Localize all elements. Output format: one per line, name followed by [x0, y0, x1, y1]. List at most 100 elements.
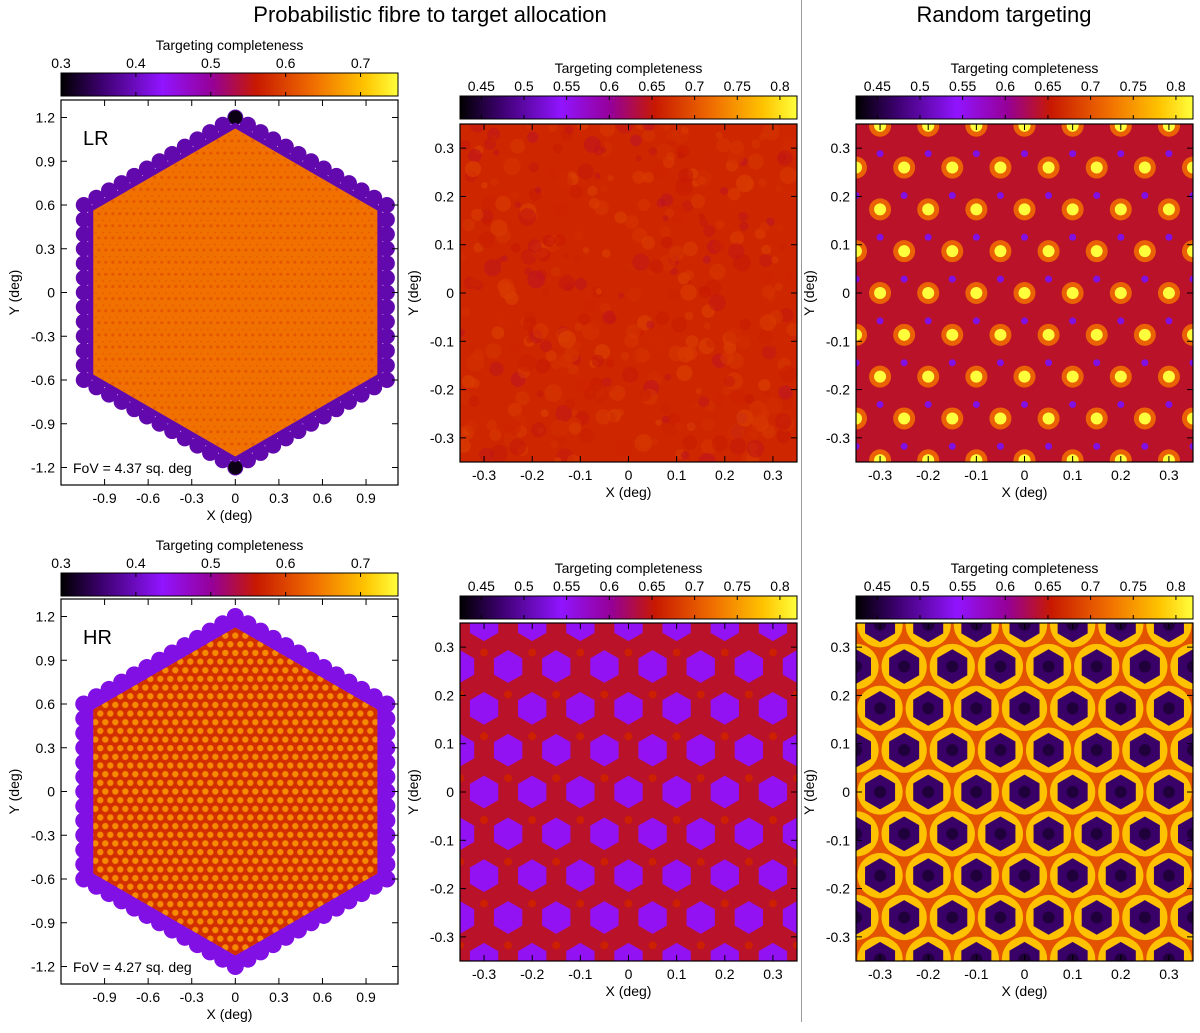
completeness-low-spot [856, 442, 860, 450]
completeness-cell [961, 941, 992, 961]
completeness-core [826, 953, 838, 965]
completeness-peak [874, 370, 887, 383]
completeness-cell [710, 623, 739, 642]
colorbar-tick-label: 0.6 [996, 78, 1016, 94]
colorbar-tick-label: 0.55 [949, 578, 976, 594]
completeness-cell [817, 942, 847, 977]
completeness-cell [518, 775, 547, 809]
x-tick-label: -0.1 [964, 467, 988, 483]
completeness-gap [600, 857, 609, 866]
noise-blob [507, 402, 522, 417]
completeness-gap [528, 732, 537, 741]
field-edge-fibre [378, 724, 396, 742]
completeness-cell [662, 623, 691, 642]
completeness-low-spot [948, 275, 956, 283]
noise-blob [493, 149, 500, 156]
noise-blob [641, 236, 656, 250]
noise-blob [779, 307, 794, 323]
completeness-core [874, 702, 887, 715]
completeness-cell [782, 901, 797, 934]
y-tick-label: 0.2 [435, 188, 455, 204]
completeness-cell [518, 942, 547, 961]
completeness-low-spot [876, 317, 884, 325]
noise-blob [761, 344, 777, 360]
field-edge-fibre [378, 269, 395, 286]
noise-blob [587, 185, 598, 197]
completeness-gap [480, 732, 489, 741]
noise-blob [701, 418, 715, 432]
noise-blob [518, 354, 536, 372]
noise-blob [746, 439, 765, 458]
noise-blob [510, 138, 526, 154]
noise-blob [535, 358, 551, 374]
completeness-gap [624, 815, 633, 824]
completeness-gap [648, 857, 657, 866]
noise-blob [677, 151, 685, 160]
noise-blob [462, 218, 476, 232]
completeness-cell [614, 859, 643, 892]
field-edge-fibre [378, 841, 396, 859]
completeness-gap [624, 732, 633, 741]
completeness-peak [946, 412, 959, 425]
field-edge-fibre [75, 255, 92, 272]
noise-blob [775, 413, 792, 430]
noise-blob [686, 422, 696, 431]
colorbar-tick-label: 0.45 [468, 78, 495, 94]
completeness-low-spot [972, 401, 980, 409]
x-tick-label: 0.6 [313, 989, 333, 1005]
noise-blob [595, 409, 611, 425]
noise-blob [632, 170, 646, 184]
noise-blob [545, 350, 557, 362]
noise-blob [763, 124, 780, 141]
colorbar-tick-label: 0.4 [126, 55, 146, 71]
completeness-core [1162, 786, 1175, 798]
completeness-cell [1177, 816, 1193, 852]
completeness-peak [1138, 161, 1151, 174]
noise-blob [656, 124, 665, 132]
completeness-core [856, 911, 862, 924]
completeness-cell [638, 901, 667, 934]
completeness-low-spot [948, 442, 956, 450]
colorbar-tick-label: 0.75 [1120, 578, 1147, 594]
field-hr-zoom-random [817, 623, 1200, 982]
completeness-low-spot [876, 233, 884, 241]
colorbar-tick-label: 0.5 [514, 78, 534, 94]
colorbar-label: Targeting completeness [555, 60, 703, 76]
completeness-cell [638, 733, 667, 767]
completeness-cell [865, 623, 896, 643]
completeness-peak [1138, 412, 1151, 425]
noise-blob [661, 415, 670, 424]
noise-blob [483, 259, 502, 277]
completeness-ring [1194, 937, 1200, 982]
field-edge-fibre [378, 328, 395, 345]
y-tick-label: 0.3 [831, 639, 851, 655]
completeness-low-spot [996, 442, 1004, 450]
noise-blob [505, 419, 522, 436]
noise-blob [556, 174, 573, 191]
x-tick-label: 0.1 [1063, 467, 1083, 483]
y-tick-label: -0.6 [31, 372, 55, 388]
completeness-low-spot [1165, 317, 1173, 325]
field-lr-full-probabilistic [75, 109, 395, 476]
x-axis-label: X (deg) [1002, 484, 1048, 500]
completeness-low-spot [1021, 150, 1028, 158]
completeness-gap [672, 899, 681, 908]
completeness-peak [1066, 287, 1079, 299]
section-title-probabilistic: Probabilistic fibre to target allocation [253, 2, 607, 27]
y-tick-label: 0.6 [36, 197, 56, 213]
completeness-low-spot [1021, 317, 1028, 325]
noise-blob [779, 365, 797, 383]
x-tick-label: 0 [231, 989, 239, 1005]
completeness-cell [469, 692, 499, 725]
noise-blob [588, 197, 600, 209]
completeness-cell [638, 650, 667, 683]
completeness-cell [734, 650, 764, 683]
noise-blob [653, 334, 666, 347]
completeness-gap [552, 690, 561, 699]
completeness-core [1162, 702, 1175, 715]
completeness-cell [422, 943, 450, 976]
noise-blob [648, 147, 658, 156]
x-tick-label: 0.9 [356, 989, 376, 1005]
completeness-core [1138, 660, 1151, 673]
field-edge-fibre [378, 768, 396, 786]
